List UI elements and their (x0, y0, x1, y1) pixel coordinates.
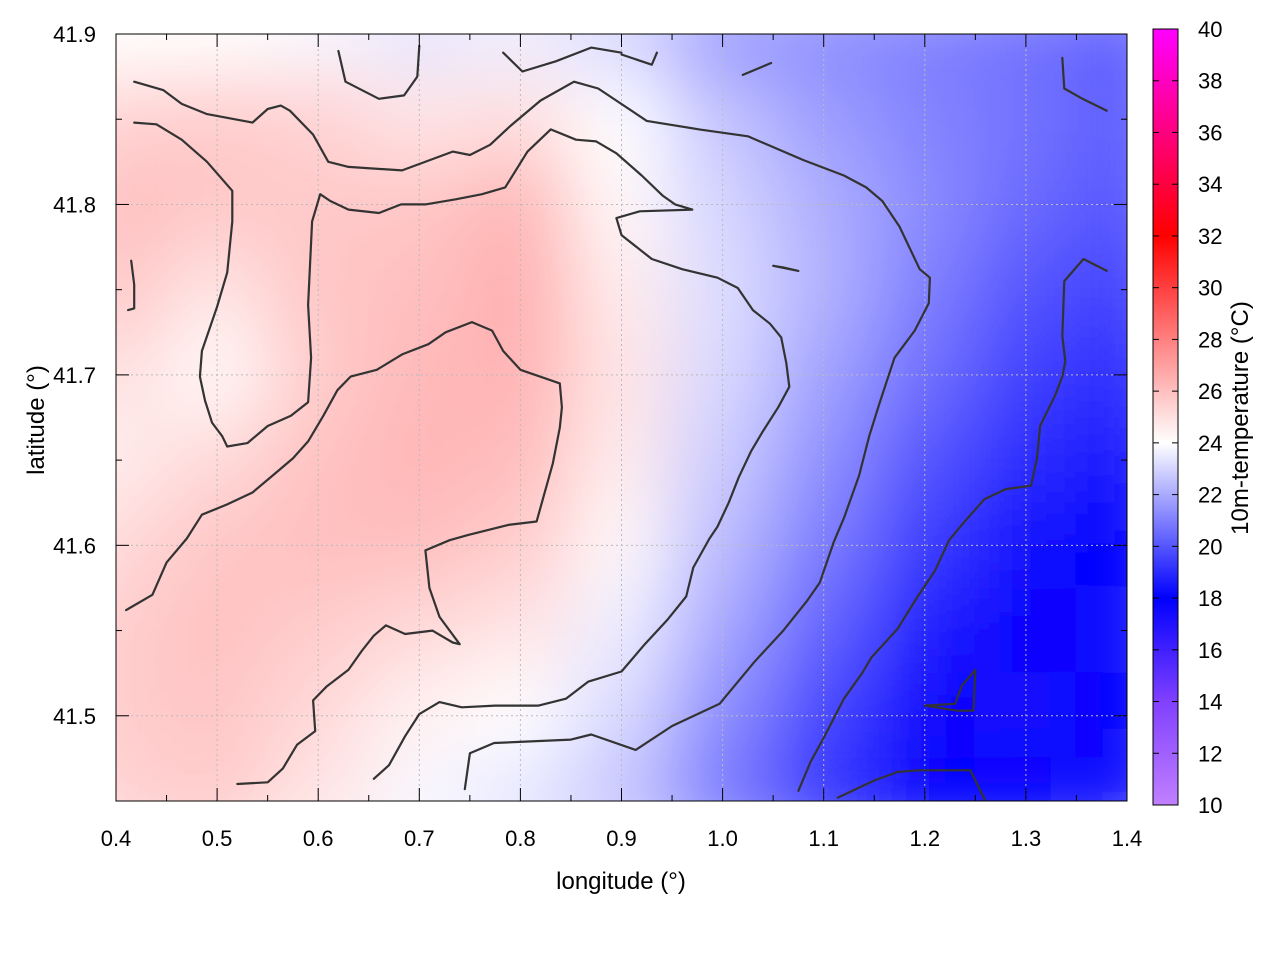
colorbar-scale (1152, 28, 1179, 806)
temperature-cell (116, 75, 168, 163)
temperature-contour (337, 44, 421, 100)
grid (116, 34, 1127, 801)
colorbar-tick-label: 30 (1198, 276, 1222, 301)
contour-lines (124, 44, 1108, 801)
temperature-contour (133, 121, 791, 780)
temperature-contour (923, 668, 977, 712)
x-tick-label: 1.1 (808, 826, 839, 851)
temperature-contour (836, 769, 987, 801)
temperature-contour (502, 46, 623, 73)
x-tick-label: 1.0 (707, 826, 738, 851)
colorbar-tick-label: 26 (1198, 379, 1222, 404)
temperature-cell (116, 757, 168, 801)
temperature-cell (1075, 416, 1127, 504)
colorbar-tick-label: 28 (1198, 327, 1222, 352)
colorbar-tick-label: 32 (1198, 224, 1222, 249)
temperature-cell (1075, 246, 1127, 334)
plot-area (115, 33, 1128, 802)
x-tick-label: 0.4 (101, 826, 132, 851)
x-tick-label: 0.8 (505, 826, 536, 851)
colorbar-label: 10m-temperature (°C) (1227, 301, 1254, 535)
y-axis-tick-labels: 41.5 41.6 41.7 41.8 41.9 (53, 22, 96, 729)
x-tick-label: 1.3 (1011, 826, 1042, 851)
temperature-field (116, 34, 1127, 801)
colorbar-tick-label: 24 (1198, 431, 1222, 456)
colorbar: 10 12 14 16 18 20 22 24 26 28 30 32 34 36 38 40 10m-tem… (1152, 17, 1254, 818)
y-axis-label: latitude (°) (23, 365, 50, 475)
temperature-cell (1075, 586, 1127, 675)
y-tick-label: 41.8 (53, 192, 96, 217)
temperature-cell (1075, 75, 1127, 163)
x-axis-label: longitude (°) (556, 868, 686, 895)
x-tick-label: 1.4 (1112, 826, 1143, 851)
colorbar-tick-label: 18 (1198, 586, 1222, 611)
temperature-contour (797, 257, 1108, 792)
colorbar-tick-label: 16 (1198, 638, 1222, 663)
x-tick-label: 0.9 (606, 826, 637, 851)
y-tick-label: 41.7 (53, 363, 96, 388)
temperature-contour (772, 264, 800, 272)
colorbar-tick-label: 38 (1198, 69, 1222, 94)
x-tick-label: 0.5 (202, 826, 233, 851)
x-tick-label: 0.6 (303, 826, 334, 851)
temperature-contour (133, 80, 932, 791)
colorbar-tick-label: 10 (1198, 793, 1222, 818)
colorbar-tick-label: 14 (1198, 690, 1222, 715)
x-tick-label: 0.7 (404, 826, 435, 851)
colorbar-tick-label: 34 (1198, 172, 1222, 197)
temperature-contour (127, 259, 136, 312)
y-tick-label: 41.5 (53, 704, 96, 729)
x-tick-label: 1.2 (910, 826, 941, 851)
y-tick-label: 41.9 (53, 22, 96, 47)
temperature-contour (124, 321, 564, 786)
y-tick-label: 41.6 (53, 533, 96, 558)
axis-ticks (115, 33, 1128, 802)
temperature-cell (116, 416, 168, 504)
temperature-contour (741, 61, 773, 77)
temperature-cell (116, 246, 168, 334)
colorbar-tick-label: 40 (1198, 17, 1222, 42)
x-axis-tick-labels: 0.4 0.5 0.6 0.7 0.8 0.9 1.0 1.1 1.2 1.3 1.4 (101, 826, 1143, 851)
temperature-cell (1075, 34, 1127, 78)
temperature-contour (1061, 56, 1108, 112)
colorbar-ticks: 10 12 14 16 18 20 22 24 26 28 30 32 34 36 38 40 (1153, 17, 1222, 818)
temperature-cell (116, 34, 168, 78)
colorbar-tick-label: 36 (1198, 120, 1222, 145)
temperature-cell (1075, 757, 1127, 801)
temperature-contour (620, 51, 659, 66)
colorbar-tick-label: 20 (1198, 534, 1222, 559)
colorbar-tick-label: 22 (1198, 483, 1222, 508)
colorbar-tick-label: 12 (1198, 741, 1222, 766)
